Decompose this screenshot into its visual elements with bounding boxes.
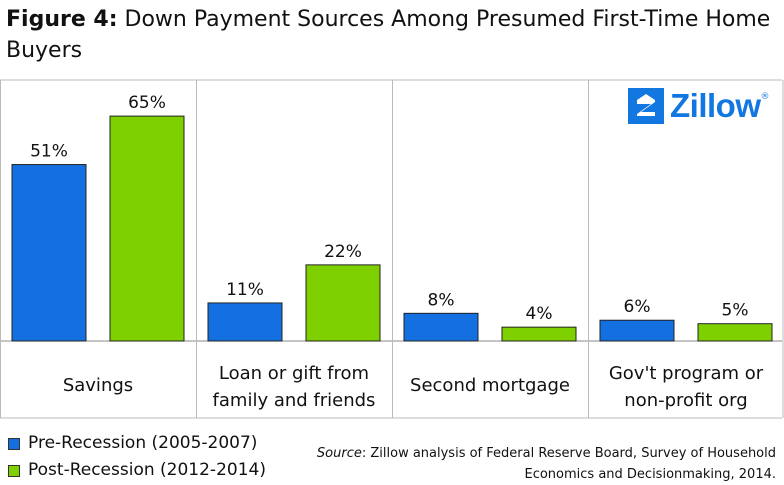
bars-group [11, 115, 773, 342]
bar-pre-1 [207, 302, 283, 342]
bar-post-0 [109, 115, 185, 342]
bar-chart: 51% 65% 11% 22% 8% 4% 6% 5% Savings Loan or gift… [0, 79, 784, 419]
source-note: Source: Zillow analysis of Federal Reser… [306, 443, 776, 485]
source-prefix: Source [316, 446, 362, 461]
chart-title: Figure 4: Down Payment Sources Among Pre… [6, 4, 776, 66]
bar-pre-2 [403, 312, 479, 342]
value-label-pre-3: 6% [624, 297, 651, 317]
value-label-post-3: 5% [722, 301, 749, 321]
value-label-post-2: 4% [526, 304, 553, 324]
title-text: Down Payment Sources Among Presumed Firs… [6, 7, 771, 63]
figure-number: Figure 4: [6, 7, 118, 32]
value-label-pre-1: 11% [226, 280, 264, 300]
source-text: : Zillow analysis of Federal Reserve Boa… [361, 446, 776, 482]
legend: Pre-Recession (2005-2007) Post-Recession… [8, 430, 266, 484]
zillow-z-icon [628, 88, 664, 124]
legend-swatch-post [8, 464, 20, 477]
legend-label-post: Post-Recession (2012-2014) [28, 460, 266, 480]
bar-pre-0 [11, 164, 87, 342]
value-label-pre-0: 51% [30, 142, 68, 162]
legend-item-post: Post-Recession (2012-2014) [8, 457, 266, 484]
value-label-post-1: 22% [324, 242, 362, 262]
category-label-0-0: Savings [63, 375, 133, 396]
legend-label-pre: Pre-Recession (2005-2007) [28, 433, 258, 453]
category-label-3-0: Gov't program or [609, 363, 764, 384]
bar-post-1 [305, 264, 381, 342]
category-labels-group: Savings Loan or gift from family and frien… [63, 363, 764, 411]
legend-item-pre: Pre-Recession (2005-2007) [8, 430, 266, 457]
value-label-post-0: 65% [128, 93, 166, 113]
legend-swatch-pre [8, 437, 20, 450]
bar-pre-3 [599, 319, 675, 342]
bar-post-3 [697, 323, 773, 342]
logo-wordmark: Zillow [670, 87, 761, 124]
value-label-pre-2: 8% [428, 290, 455, 310]
bar-post-2 [501, 326, 577, 342]
category-label-1-1: family and friends [213, 390, 376, 411]
category-label-1-0: Loan or gift from [219, 363, 369, 384]
category-label-3-1: non-profit org [624, 390, 747, 411]
category-label-2-0: Second mortgage [410, 375, 570, 396]
zillow-logo: Zillow ® [628, 87, 770, 124]
value-labels-group: 51% 65% 11% 22% 8% 4% 6% 5% [30, 93, 748, 324]
registered-mark: ® [760, 92, 770, 102]
